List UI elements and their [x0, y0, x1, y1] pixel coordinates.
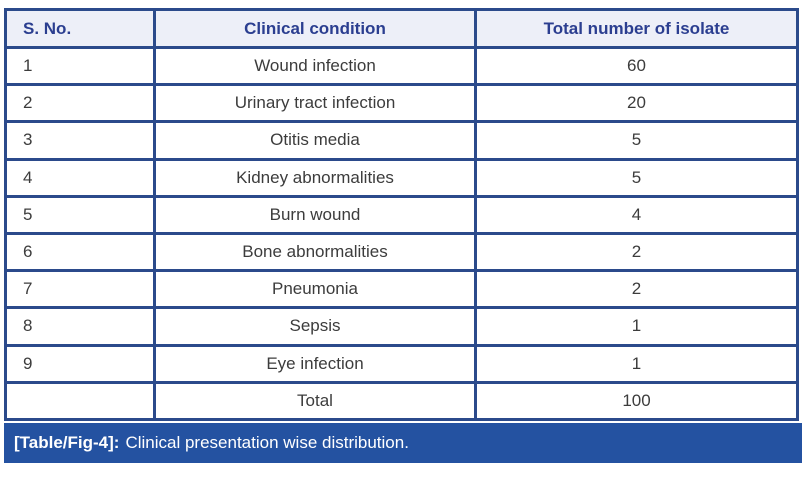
table-figure: S. No. Clinical condition Total number o… [4, 8, 802, 463]
table-row: 5 Burn wound 4 [4, 194, 799, 235]
table-caption: [Table/Fig-4]: Clinical presentation wise… [4, 422, 802, 463]
cell-isolate-count: 4 [474, 194, 799, 235]
cell-sno: 2 [4, 83, 156, 124]
header-row: S. No. Clinical condition Total number o… [4, 8, 799, 49]
cell-isolate-count: 1 [474, 343, 799, 384]
cell-clinical-condition: Bone abnormalities [153, 231, 477, 273]
caption-text: Clinical presentation wise distribution. [125, 432, 409, 452]
table-row: 2 Urinary tract infection 20 [4, 83, 799, 124]
table-row: 3 Otitis media 5 [4, 120, 799, 161]
table-body: 1 Wound infection 60 2 Urinary tract infecti… [4, 45, 799, 421]
cell-isolate-count: 100 [474, 380, 799, 421]
cell-clinical-condition: Total [153, 380, 477, 421]
cell-clinical-condition: Kidney abnormalities [153, 157, 477, 198]
cell-isolate-count: 20 [474, 83, 799, 124]
cell-sno: 6 [4, 231, 156, 273]
cell-clinical-condition: Burn wound [153, 194, 477, 235]
clinical-condition-table: S. No. Clinical condition Total number o… [4, 8, 799, 421]
cell-isolate-count: 2 [474, 269, 799, 310]
cell-sno [4, 380, 156, 421]
cell-isolate-count: 5 [474, 120, 799, 161]
table-row: 7 Pneumonia 2 [4, 269, 799, 310]
cell-sno: 4 [4, 157, 156, 198]
cell-clinical-condition: Otitis media [153, 120, 477, 161]
caption-label: [Table/Fig-4]: [14, 432, 120, 452]
cell-clinical-condition: Pneumonia [153, 269, 477, 310]
cell-sno: 9 [4, 343, 156, 384]
cell-sno: 3 [4, 120, 156, 161]
column-header-clinical-condition: Clinical condition [153, 8, 477, 49]
cell-clinical-condition: Urinary tract infection [153, 83, 477, 124]
column-header-total-isolates: Total number of isolate [474, 8, 799, 49]
cell-isolate-count: 2 [474, 231, 799, 273]
cell-sno: 5 [4, 194, 156, 235]
cell-clinical-condition: Eye infection [153, 343, 477, 384]
cell-sno: 1 [4, 45, 156, 87]
column-header-sno: S. No. [4, 8, 156, 49]
table-header: S. No. Clinical condition Total number o… [4, 8, 799, 49]
table-row: Total 100 [4, 380, 799, 421]
cell-sno: 8 [4, 306, 156, 347]
cell-sno: 7 [4, 269, 156, 310]
table-row: 4 Kidney abnormalities 5 [4, 157, 799, 198]
cell-isolate-count: 60 [474, 45, 799, 87]
table-row: 9 Eye infection 1 [4, 343, 799, 384]
table-row: 1 Wound infection 60 [4, 45, 799, 87]
cell-clinical-condition: Sepsis [153, 306, 477, 347]
cell-isolate-count: 1 [474, 306, 799, 347]
cell-isolate-count: 5 [474, 157, 799, 198]
cell-clinical-condition: Wound infection [153, 45, 477, 87]
table-row: 8 Sepsis 1 [4, 306, 799, 347]
table-row: 6 Bone abnormalities 2 [4, 231, 799, 273]
